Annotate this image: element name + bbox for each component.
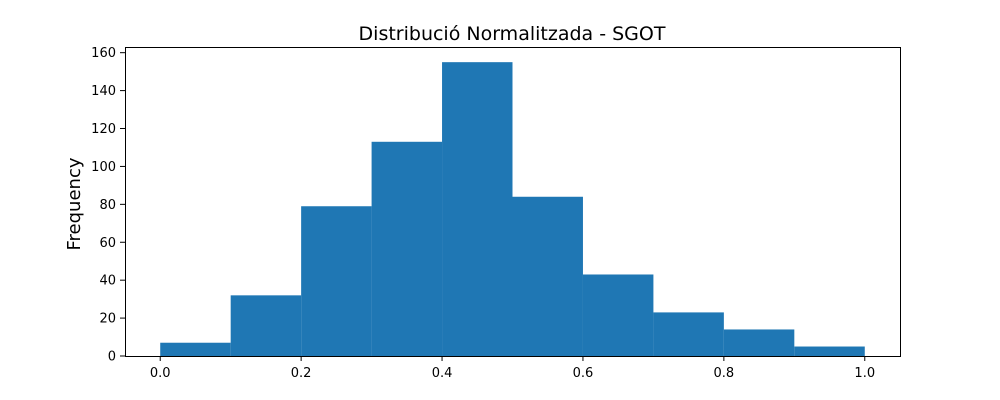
histogram-bar — [794, 346, 865, 356]
histogram-bar — [301, 206, 372, 356]
x-axis-ticks: 0.0 0.2 0.4 0.6 0.8 1.0 — [150, 356, 875, 381]
plot-frame — [125, 47, 901, 357]
histogram-bar — [723, 329, 795, 356]
y-tick-label: 20 — [99, 312, 116, 327]
x-tick-label: 1.0 — [854, 366, 875, 381]
y-tick-label: 140 — [91, 84, 116, 99]
y-axis-ticks: 0 20 40 60 80 100 120 140 160 — [91, 46, 125, 365]
histogram-bar — [582, 274, 654, 356]
y-tick-label: 120 — [91, 122, 116, 137]
x-tick-label: 0.2 — [291, 366, 312, 381]
histogram-bar — [512, 196, 583, 356]
y-tick-label: 80 — [99, 198, 116, 213]
y-axis-label: Frequency — [64, 157, 85, 250]
x-tick-label: 0.0 — [150, 366, 171, 381]
y-tick-label: 160 — [91, 46, 116, 61]
histogram-bar — [653, 312, 724, 356]
y-tick-label: 0 — [108, 350, 116, 365]
y-tick-label: 100 — [91, 160, 116, 175]
x-tick-label: 0.6 — [573, 366, 594, 381]
chart-title: Distribució Normalitzada - SGOT — [359, 23, 666, 45]
y-tick-label: 60 — [99, 236, 116, 251]
histogram-bar — [442, 62, 513, 356]
x-tick-label: 0.4 — [432, 366, 453, 381]
y-tick-label: 40 — [99, 274, 116, 289]
histogram-bar — [230, 295, 302, 356]
x-tick-label: 0.8 — [714, 366, 735, 381]
histogram-bar — [160, 342, 231, 356]
bars-group — [160, 62, 865, 356]
histogram-bar — [371, 141, 443, 356]
